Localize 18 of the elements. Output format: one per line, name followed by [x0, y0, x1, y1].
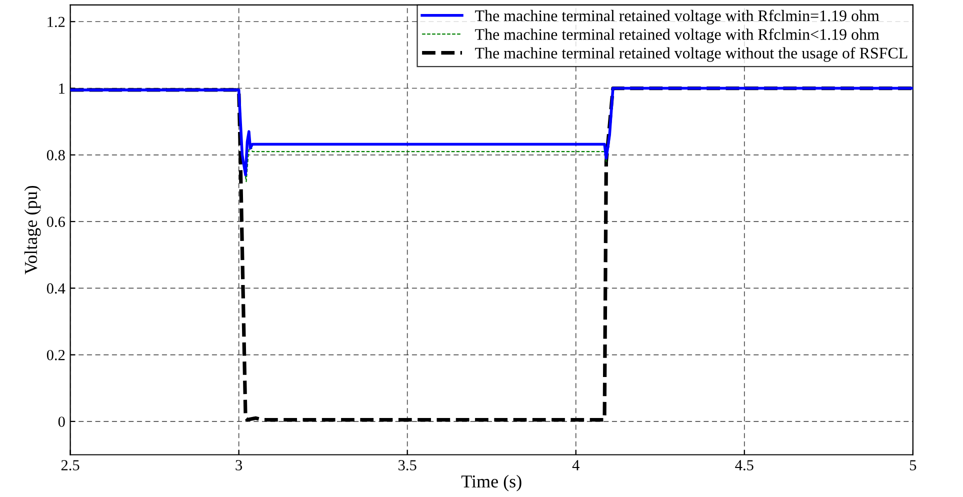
y-tick-label: 0 [58, 416, 65, 427]
x-tick-label: 4.5 [735, 460, 754, 470]
legend-label: The machine terminal retained voltage with Rfclmin<1.19 ohm [475, 28, 880, 44]
legend-label: The machine terminal retained voltage with Rfclmin=1.19 ohm [475, 10, 880, 24]
y-tick-label: 0.4 [46, 283, 66, 294]
legend-label: The machine terminal retained voltage without the usage of RSFCL [475, 47, 908, 62]
x-axis-title: Time (s) [461, 474, 522, 492]
y-axis-title: Voltage (pu) [24, 186, 41, 274]
x-tick-label: 5 [910, 460, 916, 470]
x-tick-label: 4 [572, 460, 580, 470]
x-tick-label: 3 [236, 460, 242, 470]
y-tick-label: 1 [59, 83, 65, 94]
x-tick-label: 3.5 [398, 460, 416, 470]
y-tick-label: 0.8 [46, 150, 65, 160]
x-tick-label: 2.5 [61, 460, 80, 470]
y-tick-label: 1.2 [48, 16, 65, 28]
y-tick-label: 0.2 [46, 350, 65, 360]
y-tick-label: 0.6 [46, 216, 65, 228]
